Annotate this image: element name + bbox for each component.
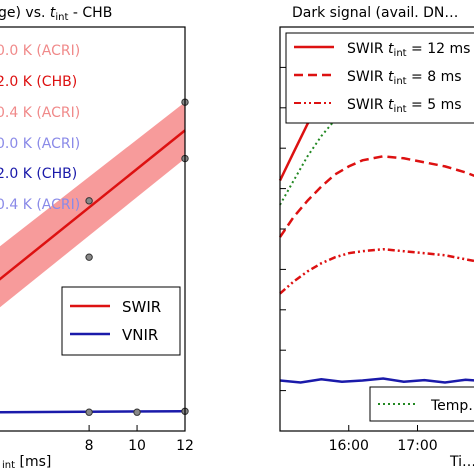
right-legend-top: SWIR tint = 12 ms SWIR tint = 8 ms SWIR … <box>285 32 474 124</box>
right-title: Dark signal (avail. DN… <box>292 5 458 21</box>
series-line-swir <box>0 129 186 281</box>
legend-label: VNIR <box>122 326 158 344</box>
series-line <box>279 247 474 295</box>
data-point-marker <box>85 197 93 205</box>
legend-label: SWIR tint = 8 ms <box>347 69 462 87</box>
legend-label: SWIR tint = 12 ms <box>347 41 470 59</box>
data-point-marker <box>85 253 93 261</box>
legend-entry: 0.4 K (ACRI) <box>0 105 80 121</box>
x-tick-label: 8 <box>85 438 94 454</box>
x-tick-label: 10 <box>128 438 146 454</box>
x-tick-label: 17:00 <box>397 438 437 454</box>
legend-label: SWIR <box>122 298 161 316</box>
left-plot-area <box>0 98 189 416</box>
legend-entry: 0.0 K (ACRI) <box>0 43 80 59</box>
legend-entry: 2.0 K (CHB) <box>0 166 77 182</box>
legend-label: Temp… <box>430 398 474 414</box>
right-panel: Dark signal (avail. DN… 16:00 17:00 Ti… S… <box>278 5 474 470</box>
left-x-ticks: 8 10 12 <box>85 425 194 454</box>
right-x-label: Ti… <box>449 454 474 470</box>
x-tick-label: 12 <box>176 438 194 454</box>
legend-box <box>369 386 474 422</box>
legend-entry: 0.4 K (ACRI) <box>0 197 80 213</box>
legend-label: SWIR tint = 5 ms <box>347 97 462 115</box>
left-axes-frame <box>0 26 186 432</box>
right-legend-bottom: Temp… <box>369 386 474 422</box>
left-title: ge) vs. tint - CHB <box>0 5 112 23</box>
left-legend-bottom: SWIR VNIR <box>61 286 181 356</box>
left-x-label: int [ms] <box>2 454 51 471</box>
x-tick-label: 16:00 <box>329 438 369 454</box>
legend-entry: 0.0 K (ACRI) <box>0 136 80 152</box>
data-point-marker <box>85 408 93 416</box>
legend-box <box>61 286 181 356</box>
right-x-ticks: 16:00 17:00 <box>280 66 438 454</box>
series-line <box>278 155 474 238</box>
legend-entry: 2.0 K (CHB) <box>0 74 77 90</box>
series-line <box>279 377 474 384</box>
data-point-marker <box>133 408 141 416</box>
left-panel: ge) vs. tint - CHB 8 10 12 int [ms] 0.0 K … <box>0 5 194 471</box>
left-legend-top: 0.0 K (ACRI) 2.0 K (CHB) 0.4 K (ACRI) 0.… <box>0 43 80 213</box>
